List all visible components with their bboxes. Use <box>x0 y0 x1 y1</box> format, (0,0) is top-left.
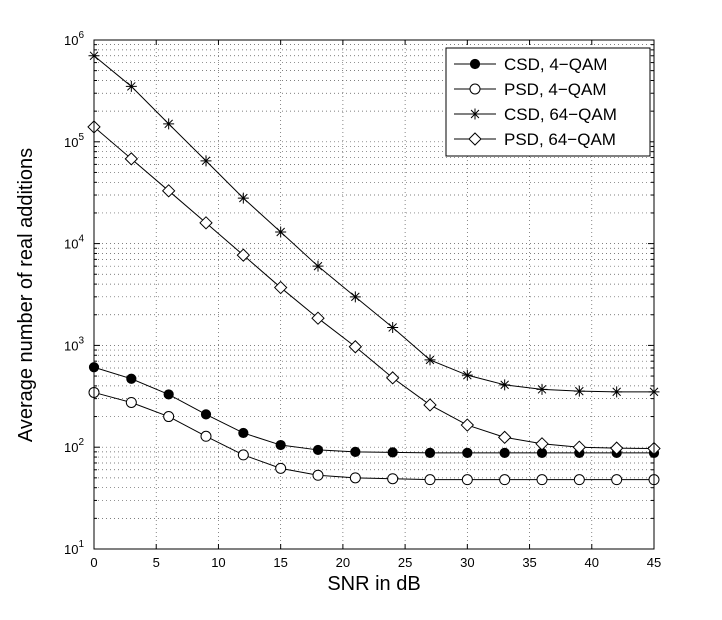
data-point <box>387 321 399 333</box>
data-point <box>424 354 436 366</box>
x-tick-label: 15 <box>273 555 287 570</box>
data-point <box>499 379 511 391</box>
y-tick-label: 106 <box>64 30 84 48</box>
data-point <box>469 83 481 95</box>
data-point <box>237 449 249 461</box>
y-tick-label: 105 <box>64 132 84 150</box>
x-tick-label: 35 <box>522 555 536 570</box>
data-point <box>163 411 175 423</box>
x-tick-label: 30 <box>460 555 474 570</box>
data-point <box>572 440 587 454</box>
data-point <box>423 398 437 412</box>
data-point <box>387 473 399 485</box>
data-point <box>349 291 361 303</box>
data-point <box>462 447 473 458</box>
legend: CSD, 4−QAM PSD, 4−QAM CSD, 64−QAM PSD, 64−Q… <box>445 47 651 157</box>
data-point <box>275 226 287 238</box>
legend-label: PSD, 64−QAM <box>504 130 616 149</box>
data-point <box>161 184 176 198</box>
x-tick-label: 5 <box>153 555 160 570</box>
series-line <box>93 55 654 393</box>
data-point <box>312 444 324 456</box>
data-point <box>611 386 623 398</box>
data-point <box>499 474 511 486</box>
data-point <box>535 437 549 451</box>
series-layer <box>87 50 661 486</box>
data-point <box>350 446 361 457</box>
data-point <box>200 430 212 442</box>
data-point <box>199 216 213 230</box>
series-3 <box>87 120 661 456</box>
data-point <box>200 409 212 420</box>
data-point <box>312 260 324 272</box>
y-axis-label: Average number of real additions <box>15 148 37 442</box>
y-tick-label: 103 <box>64 335 84 353</box>
x-tick-label: 45 <box>647 555 661 570</box>
data-point <box>460 418 475 432</box>
data-point <box>499 447 510 458</box>
legend-label: PSD, 4−QAM <box>504 80 607 99</box>
data-point <box>126 373 137 384</box>
data-point <box>573 385 585 397</box>
series-line <box>93 366 654 454</box>
y-tick-labels: 101 102 103 104 105 106 <box>64 30 84 557</box>
series-1 <box>88 386 660 486</box>
y-tick-label: 102 <box>64 437 84 455</box>
data-point <box>536 474 548 486</box>
data-point <box>468 132 482 146</box>
data-point <box>275 439 286 451</box>
data-point <box>469 108 481 120</box>
y-tick-label: 104 <box>64 234 84 252</box>
data-point <box>163 118 175 130</box>
series-line <box>93 126 655 450</box>
series-line <box>93 391 654 481</box>
x-tick-label: 10 <box>211 555 225 570</box>
data-point <box>125 396 137 408</box>
data-point <box>611 474 623 486</box>
x-tick-label: 25 <box>398 555 412 570</box>
data-point <box>609 441 624 455</box>
data-point <box>349 472 361 484</box>
data-point <box>424 474 436 486</box>
legend-label: CSD, 64−QAM <box>504 105 617 124</box>
data-point <box>163 389 174 400</box>
data-point <box>200 155 212 167</box>
data-point <box>387 447 398 458</box>
data-point <box>461 369 473 381</box>
data-point <box>461 474 473 486</box>
x-tick-label: 0 <box>90 555 97 570</box>
y-tick-label: 101 <box>64 539 84 557</box>
data-point <box>236 248 251 262</box>
data-point <box>312 469 324 481</box>
data-point <box>275 462 287 474</box>
data-point <box>238 427 249 439</box>
plot-frame <box>93 39 655 550</box>
x-tick-label: 20 <box>336 555 350 570</box>
x-axis-label: SNR in dB <box>327 573 420 595</box>
data-point <box>237 192 249 204</box>
data-point <box>124 152 139 166</box>
x-tick-label: 40 <box>585 555 599 570</box>
data-point <box>424 447 436 458</box>
data-point <box>536 383 548 395</box>
data-point <box>497 430 512 445</box>
data-point <box>273 280 288 295</box>
data-point <box>573 474 585 486</box>
data-point <box>469 58 481 70</box>
data-point <box>348 340 363 354</box>
series-2 <box>88 50 660 398</box>
data-point <box>125 80 137 92</box>
x-tick-labels: 0 5 10 15 20 25 30 35 40 45 <box>90 555 661 570</box>
legend-label: CSD, 4−QAM <box>504 55 607 74</box>
data-point <box>385 371 400 385</box>
data-point <box>311 311 325 325</box>
grid <box>94 40 654 549</box>
